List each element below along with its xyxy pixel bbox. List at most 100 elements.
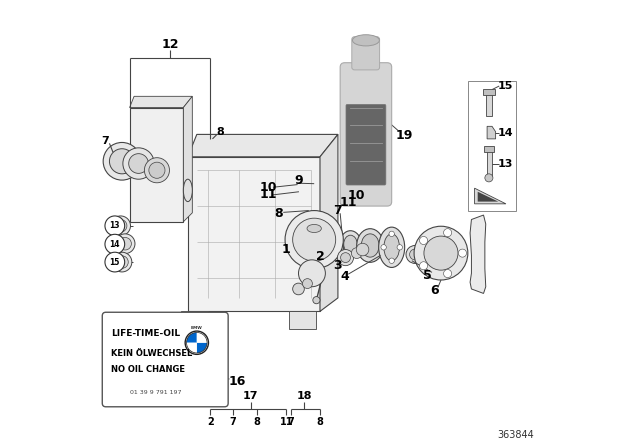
Circle shape <box>123 148 154 179</box>
Text: 7: 7 <box>101 136 109 146</box>
Polygon shape <box>181 311 208 329</box>
Text: 01 39 9 791 197: 01 39 9 791 197 <box>130 390 182 395</box>
Text: 2: 2 <box>316 250 324 263</box>
FancyBboxPatch shape <box>483 89 495 95</box>
Circle shape <box>381 245 387 250</box>
Text: 13: 13 <box>497 159 513 169</box>
Text: 8: 8 <box>275 207 283 220</box>
Circle shape <box>410 249 420 260</box>
FancyBboxPatch shape <box>352 37 380 70</box>
Text: 9: 9 <box>294 173 303 187</box>
Circle shape <box>458 249 467 257</box>
Circle shape <box>105 234 125 254</box>
Text: 10: 10 <box>347 189 365 202</box>
Text: 15: 15 <box>497 81 513 91</box>
Circle shape <box>444 228 452 237</box>
Circle shape <box>292 283 305 295</box>
Polygon shape <box>188 157 320 311</box>
Circle shape <box>351 248 362 258</box>
Wedge shape <box>186 343 197 353</box>
Circle shape <box>129 154 148 173</box>
Circle shape <box>420 237 428 245</box>
Circle shape <box>116 256 128 268</box>
FancyBboxPatch shape <box>102 312 228 407</box>
Circle shape <box>308 217 340 249</box>
Text: 10: 10 <box>260 181 277 194</box>
Polygon shape <box>184 96 192 222</box>
Circle shape <box>115 234 135 254</box>
FancyBboxPatch shape <box>346 104 386 185</box>
Ellipse shape <box>184 179 192 202</box>
Circle shape <box>340 253 351 263</box>
Text: 18: 18 <box>296 392 312 401</box>
Circle shape <box>185 331 209 354</box>
FancyBboxPatch shape <box>486 151 492 177</box>
Circle shape <box>111 216 131 236</box>
Circle shape <box>145 158 170 183</box>
FancyBboxPatch shape <box>486 94 492 116</box>
Circle shape <box>485 174 493 182</box>
Text: 14: 14 <box>109 240 120 249</box>
Text: 2: 2 <box>207 417 214 427</box>
Polygon shape <box>130 96 192 108</box>
Ellipse shape <box>307 224 321 233</box>
Circle shape <box>105 252 125 272</box>
Circle shape <box>389 258 394 263</box>
Circle shape <box>303 279 312 289</box>
Circle shape <box>424 236 458 270</box>
Wedge shape <box>186 332 197 343</box>
Polygon shape <box>130 108 184 222</box>
Polygon shape <box>470 215 486 293</box>
Ellipse shape <box>340 231 361 258</box>
Text: 7: 7 <box>287 417 294 427</box>
Circle shape <box>149 162 165 178</box>
Circle shape <box>112 252 132 272</box>
Circle shape <box>298 260 325 287</box>
Text: 11: 11 <box>339 196 357 210</box>
Text: 4: 4 <box>340 270 349 284</box>
Polygon shape <box>188 134 338 157</box>
Circle shape <box>109 149 134 174</box>
Text: 7: 7 <box>229 417 236 427</box>
Polygon shape <box>487 126 495 139</box>
FancyBboxPatch shape <box>340 63 392 206</box>
Text: LIFE-TIME-OIL: LIFE-TIME-OIL <box>111 329 180 338</box>
Text: BMW: BMW <box>191 326 203 330</box>
Circle shape <box>337 250 354 266</box>
Circle shape <box>313 297 320 304</box>
Text: 12: 12 <box>161 38 179 52</box>
Ellipse shape <box>353 34 380 46</box>
Circle shape <box>292 218 336 261</box>
Polygon shape <box>289 311 316 329</box>
Polygon shape <box>477 192 499 202</box>
Text: 19: 19 <box>396 129 413 142</box>
Text: 14: 14 <box>497 128 513 138</box>
Circle shape <box>406 246 424 263</box>
Text: 15: 15 <box>109 258 120 267</box>
Polygon shape <box>320 134 338 311</box>
Wedge shape <box>197 332 207 343</box>
FancyBboxPatch shape <box>484 146 494 152</box>
Text: 3: 3 <box>333 258 342 272</box>
Polygon shape <box>475 188 506 204</box>
Text: 8: 8 <box>217 127 225 137</box>
Circle shape <box>315 223 334 243</box>
Text: 7: 7 <box>333 203 342 217</box>
Text: 16: 16 <box>228 375 246 388</box>
Text: 6: 6 <box>430 284 438 297</box>
Circle shape <box>285 211 343 269</box>
Ellipse shape <box>379 227 404 267</box>
Ellipse shape <box>361 234 379 257</box>
Circle shape <box>420 262 428 270</box>
Circle shape <box>414 226 468 280</box>
Ellipse shape <box>344 235 357 253</box>
Circle shape <box>356 243 369 256</box>
Circle shape <box>119 237 131 250</box>
Text: 8: 8 <box>317 417 323 427</box>
Wedge shape <box>197 343 207 353</box>
Text: 17: 17 <box>243 392 259 401</box>
Text: KEIN ÖLWECHSEL: KEIN ÖLWECHSEL <box>111 349 193 358</box>
Text: 5: 5 <box>423 269 432 282</box>
Circle shape <box>103 142 141 180</box>
Ellipse shape <box>384 234 399 261</box>
